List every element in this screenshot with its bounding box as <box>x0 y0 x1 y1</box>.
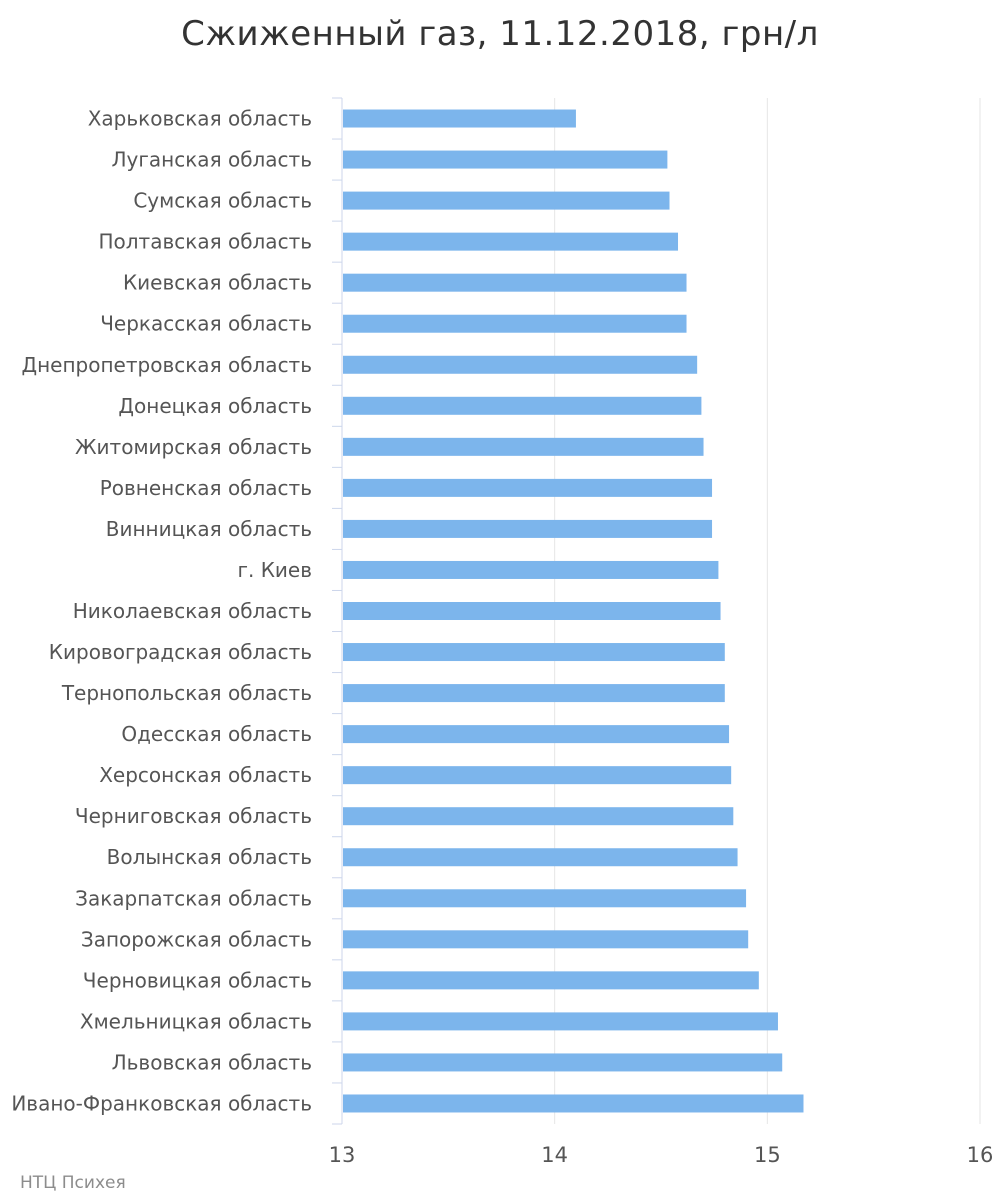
bar <box>343 807 734 826</box>
x-tick-label: 14 <box>541 1143 568 1167</box>
bar <box>343 1012 778 1031</box>
category-label: Запорожская область <box>81 927 312 951</box>
bar <box>343 1053 783 1072</box>
category-label: Закарпатская область <box>75 886 312 910</box>
bar <box>343 725 730 744</box>
bar <box>343 684 725 703</box>
bar <box>343 519 713 538</box>
bar <box>343 643 725 662</box>
category-label: Тернопольская область <box>61 681 312 705</box>
category-label: г. Киев <box>237 558 312 582</box>
bar <box>343 355 698 374</box>
category-label: Ивано-Франковская область <box>11 1091 312 1115</box>
category-label: Донецкая область <box>118 394 312 418</box>
category-label: Николаевская область <box>73 599 312 623</box>
bar <box>343 232 679 251</box>
bar <box>343 109 576 128</box>
category-label: Кировоградская область <box>49 640 312 664</box>
bar <box>343 273 687 292</box>
bar <box>343 889 747 908</box>
bar <box>343 930 749 949</box>
category-label: Полтавская область <box>98 230 312 254</box>
x-tick-label: 15 <box>754 1143 781 1167</box>
bar <box>343 602 721 620</box>
bar <box>343 191 670 210</box>
category-label: Черкасская область <box>100 312 312 336</box>
credits-text[interactable]: НТЦ Психея <box>20 1173 126 1193</box>
category-label: Одесская область <box>121 722 312 746</box>
category-label: Черниговская область <box>75 804 312 828</box>
bar <box>343 971 759 990</box>
category-label: Львовская область <box>112 1050 312 1074</box>
category-label: Луганская область <box>112 148 312 172</box>
bar <box>343 478 713 497</box>
bar <box>343 437 704 456</box>
category-label: Ровненская область <box>100 476 312 500</box>
category-label: Житомирская область <box>75 435 312 459</box>
category-label: Киевская область <box>123 271 312 295</box>
category-label: Харьковская область <box>88 107 312 131</box>
category-label: Волынская область <box>107 845 312 869</box>
category-label: Днепропетровская область <box>21 353 312 377</box>
x-tick-label: 16 <box>967 1143 994 1167</box>
category-label: Херсонская область <box>99 763 312 787</box>
bar <box>343 396 702 415</box>
category-label: Винницкая область <box>106 517 312 541</box>
bar <box>343 1094 804 1113</box>
category-label: Хмельницкая область <box>80 1009 312 1033</box>
chart-title: Сжиженный газ, 11.12.2018, грн/л <box>181 14 819 54</box>
category-label: Сумская область <box>133 189 312 213</box>
bar <box>343 848 738 867</box>
bar <box>343 560 719 579</box>
bar <box>343 150 668 169</box>
category-label: Черновицкая область <box>83 968 312 992</box>
bar <box>343 766 732 785</box>
x-tick-label: 13 <box>329 1143 356 1167</box>
bar <box>343 314 687 333</box>
